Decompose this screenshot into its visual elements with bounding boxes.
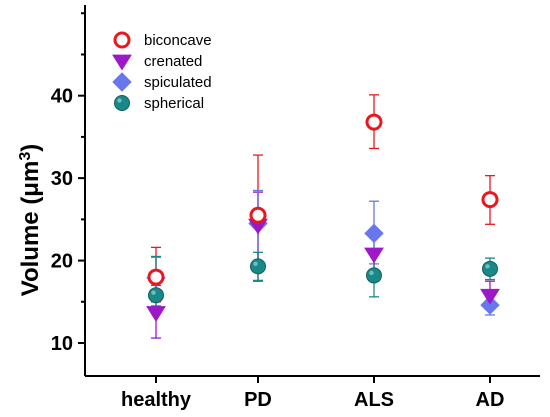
data-point-spherical — [366, 267, 382, 284]
spherical-dot — [366, 267, 382, 284]
x-tick-label: AD — [476, 389, 505, 411]
y-tick-label: 10 — [51, 333, 73, 355]
data-point-crenated — [146, 306, 166, 323]
data-point-crenated — [364, 247, 384, 264]
markers — [146, 113, 500, 323]
spherical-dot — [148, 287, 164, 304]
y-tick-label: 40 — [51, 86, 73, 108]
data-point-biconcave — [481, 191, 499, 209]
spherical-dot — [482, 260, 498, 277]
data-point-spiculated — [364, 223, 384, 244]
y-tick-label: 30 — [51, 168, 73, 190]
legend-label: crenated — [144, 53, 202, 70]
legend-label: spherical — [144, 95, 204, 112]
data-point-spiculated — [480, 295, 500, 315]
spherical-highlight — [253, 261, 258, 267]
y-axis-label-main: Volume ( — [17, 197, 44, 297]
y-axis-label-close: ) — [17, 144, 44, 152]
data-point-spherical — [250, 258, 266, 275]
legend-marker-crenated — [112, 54, 132, 71]
x-tick-label: ALS — [354, 389, 394, 411]
data-point-biconcave — [365, 113, 383, 131]
spherical-dot — [114, 95, 130, 111]
legend-marker-spiculated — [112, 72, 132, 92]
y-axis-label-unit: μm — [17, 161, 44, 197]
data-point-biconcave — [249, 206, 267, 224]
x-tick-label: healthy — [121, 389, 192, 411]
axes: 10 20 30 40 healthy PD ALS AD — [51, 5, 540, 411]
spherical-highlight — [485, 264, 490, 269]
legend: biconcave crenated spiculated spherical — [112, 31, 212, 112]
spherical-dot — [250, 258, 266, 275]
legend-label: biconcave — [144, 32, 212, 49]
error-bars — [151, 94, 495, 339]
legend-label: spiculated — [144, 74, 212, 91]
data-point-spherical — [482, 260, 498, 277]
spherical-highlight — [151, 290, 156, 295]
y-tick-label: 20 — [51, 251, 73, 273]
data-point-crenated — [480, 288, 500, 305]
spherical-highlight — [117, 98, 122, 103]
y-axis-label: Volume (μm3) — [17, 144, 45, 297]
legend-marker-biconcave — [113, 31, 131, 49]
data-point-spherical — [148, 287, 164, 304]
legend-marker-spherical — [114, 95, 130, 111]
y-axis-label-sup: 3 — [17, 152, 34, 161]
data-point-biconcave — [147, 268, 165, 286]
x-tick-label: PD — [244, 389, 272, 411]
spherical-highlight — [369, 270, 374, 276]
